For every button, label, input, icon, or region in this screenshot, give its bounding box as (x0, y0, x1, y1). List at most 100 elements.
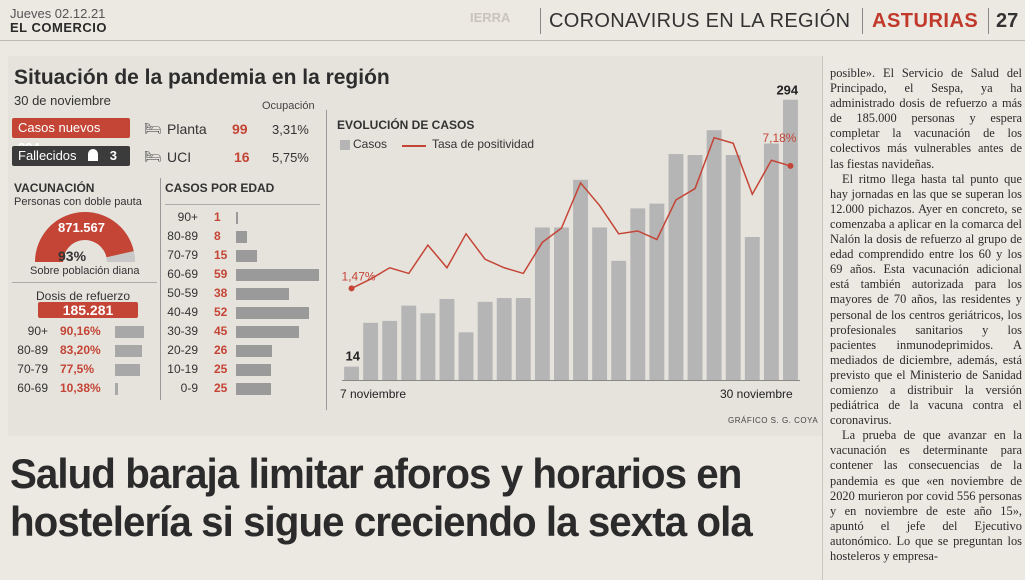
new-cases-label: Casos nuevos (18, 120, 101, 135)
booster-percent: 10,38% (60, 381, 101, 395)
cases-bar (687, 155, 703, 380)
legend-rate-label: Tasa de positividad (432, 137, 535, 151)
cases-bar (592, 227, 608, 380)
positivity-end-point (787, 162, 794, 169)
age-cases-value: 45 (214, 324, 228, 338)
age-cases-bar (236, 345, 273, 357)
age-cases-value: 8 (214, 229, 221, 243)
gauge-fill (35, 212, 134, 262)
cases-by-age-heading: CASOS POR EDAD (165, 181, 275, 195)
cases-bar (363, 322, 379, 380)
divider (12, 282, 157, 283)
article-paragraph: posible». El Servicio de Salud del Princ… (830, 66, 1022, 171)
age-group: 50-59 (167, 286, 198, 300)
header-rule (0, 40, 1025, 41)
booster-percent: 90,16% (60, 324, 101, 338)
newspaper-name: EL COMERCIO (10, 20, 107, 35)
new-cases-badge: Casos nuevos 294 (12, 118, 130, 155)
booster-heading: Dosis de refuerzo (36, 289, 131, 303)
booster-bar (115, 326, 144, 338)
cases-bar (401, 305, 417, 380)
booster-percent: 77,5% (60, 362, 95, 376)
cases-bar (649, 203, 665, 380)
booster-bar (115, 383, 119, 395)
positivity-line (351, 136, 791, 290)
ward-label: Planta (167, 121, 207, 137)
age-cases-bar (236, 231, 248, 243)
x-start-label: 7 noviembre (340, 387, 407, 401)
age-cases-bar (236, 288, 290, 300)
age-cases-value: 38 (214, 286, 228, 300)
icu-bed-icon: 🛏 (144, 148, 162, 164)
age-group: 0-9 (180, 381, 198, 395)
age-cases-bar (236, 307, 309, 319)
column-rule (822, 56, 823, 580)
age-cases-bar (236, 250, 257, 262)
booster-bar (115, 345, 142, 357)
age-cases-value: 1 (214, 210, 221, 224)
deaths-badge: Fallecidos 3 (12, 146, 130, 166)
cases-bar (725, 155, 741, 380)
deaths-value: 3 (109, 148, 118, 163)
graphic-credit: GRÁFICO S. G. COYA (728, 416, 819, 425)
age-cases-bar (236, 326, 299, 338)
age-cases-bar (236, 364, 271, 376)
age-group: 60-69 (167, 267, 198, 281)
hospital-bed-icon: 🛏 (144, 120, 162, 136)
age-cases-value: 52 (214, 305, 228, 319)
cases-bar (611, 260, 627, 380)
article-paragraph: El ritmo llega hasta tal punto que hay j… (830, 171, 1022, 428)
cases-bar (382, 320, 398, 380)
booster-total: 185.281 (38, 302, 138, 318)
legend-cases-swatch (340, 140, 350, 150)
divider (160, 178, 161, 400)
header-separator (988, 8, 989, 34)
section-title: CORONAVIRUS EN LA REGIÓN (549, 10, 851, 32)
age-group: 10-19 (167, 362, 198, 376)
cases-evolution-chart: 14 294 1,47% 7,18% (342, 83, 800, 381)
cases-bar (420, 313, 436, 380)
cases-bar (783, 99, 798, 380)
region-title: ASTURIAS (872, 10, 979, 32)
age-cases-value: 25 (214, 362, 228, 376)
booster-bar (115, 364, 140, 376)
first-rate-label: 1,47% (342, 269, 376, 283)
header-separator (862, 8, 863, 34)
legend-rate-swatch (402, 145, 426, 147)
cases-bar (630, 208, 646, 380)
cases-bar (573, 179, 588, 380)
bleed-through-text: IERRA (470, 10, 511, 25)
vaccination-total: 871.567 (58, 220, 105, 235)
cases-bar (458, 332, 474, 380)
booster-age: 80-89 (17, 343, 48, 357)
cases-bar (477, 301, 493, 380)
chart-title: EVOLUCIÓN DE CASOS (337, 118, 475, 132)
vaccination-caption: Sobre población diana (30, 265, 140, 277)
last-bar-label: 294 (776, 83, 798, 98)
article-headline: Salud baraja limitar aforos y horarios e… (10, 450, 753, 545)
booster-age: 70-79 (17, 362, 48, 376)
cases-bar (496, 298, 512, 380)
age-cases-bar (236, 212, 238, 224)
cases-bar (668, 154, 684, 380)
booster-percent: 83,20% (60, 343, 101, 357)
infographic-date: 30 de noviembre (14, 93, 111, 108)
cases-bar (439, 298, 455, 380)
occupancy-header: Ocupación (262, 100, 315, 112)
age-group: 80-89 (167, 229, 198, 243)
article-paragraph: La prueba de que avanzar en la vacunació… (830, 428, 1022, 563)
cases-bar (515, 298, 531, 380)
booster-age: 60-69 (17, 381, 48, 395)
cases-bar (534, 227, 550, 380)
cases-bar (706, 130, 722, 380)
cases-bar (344, 366, 359, 380)
cases-bar (744, 237, 760, 380)
age-group: 40-49 (167, 305, 198, 319)
divider (165, 204, 320, 205)
divider (326, 110, 327, 410)
infographic-title: Situación de la pandemia en la región (14, 66, 390, 89)
age-cases-bar (236, 269, 319, 281)
legend-cases-label: Casos (353, 137, 388, 151)
vaccination-gauge (35, 212, 135, 262)
vaccination-percent: 93% (58, 248, 87, 264)
